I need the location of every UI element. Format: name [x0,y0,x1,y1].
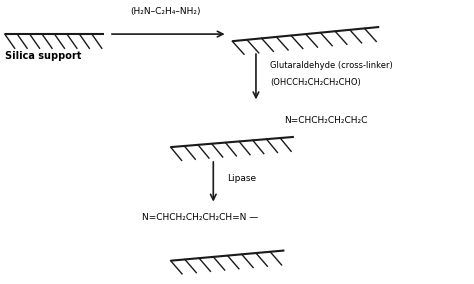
Text: (OHCCH₂CH₂CH₂CHO): (OHCCH₂CH₂CH₂CHO) [270,78,361,87]
Text: Silica support: Silica support [5,51,81,61]
Text: N=CHCH₂CH₂CH₂C: N=CHCH₂CH₂CH₂C [284,116,368,125]
Text: N=CHCH₂CH₂CH₂CH=N —: N=CHCH₂CH₂CH₂CH=N — [142,212,258,222]
Text: Glutaraldehyde (cross-linker): Glutaraldehyde (cross-linker) [270,61,393,70]
Text: (H₂N–C₂H₄–NH₂): (H₂N–C₂H₄–NH₂) [131,7,201,16]
Text: Lipase: Lipase [228,174,256,183]
